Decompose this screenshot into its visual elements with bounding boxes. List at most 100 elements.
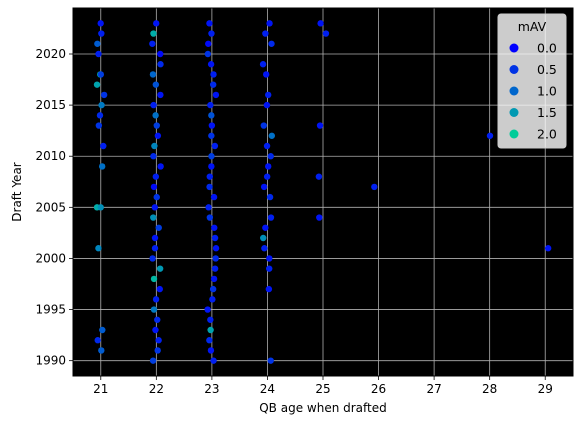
data-point [261, 245, 268, 252]
x-tick-label: 21 [93, 382, 108, 396]
data-point [149, 71, 157, 78]
data-point [486, 132, 494, 139]
data-point [94, 40, 101, 47]
data-point [98, 30, 105, 37]
data-point [96, 112, 104, 119]
data-point [208, 163, 215, 170]
data-point [206, 183, 213, 191]
data-point [266, 265, 273, 272]
legend-marker [509, 86, 519, 96]
data-point [268, 132, 276, 139]
data-point [208, 132, 215, 139]
data-point [150, 183, 158, 191]
data-point [153, 20, 160, 27]
legend-marker [509, 43, 519, 53]
data-point [212, 91, 220, 99]
y-tick-label: 2015 [35, 98, 66, 112]
legend-marker [509, 129, 519, 139]
data-point [211, 234, 219, 242]
data-point [204, 50, 212, 58]
data-point [371, 183, 378, 191]
data-point [157, 50, 164, 58]
data-point [149, 40, 156, 47]
data-point [157, 163, 164, 170]
data-point [157, 91, 164, 99]
legend-title: mAV [518, 19, 547, 34]
data-point [205, 40, 212, 47]
data-point [208, 153, 215, 160]
data-point [263, 173, 271, 180]
data-point [152, 173, 160, 180]
grid-lines [73, 8, 573, 376]
data-point [150, 214, 157, 221]
data-point [262, 30, 269, 37]
data-point [266, 20, 273, 27]
data-point [206, 337, 213, 344]
x-tick-label: 29 [538, 382, 553, 396]
legend-label: 0.5 [537, 62, 557, 77]
data-point [152, 81, 160, 88]
x-axis-label: QB age when drafted [259, 401, 387, 415]
data-point [209, 285, 217, 293]
data-point [150, 101, 157, 109]
y-tick-label: 1990 [35, 354, 66, 368]
data-point [212, 245, 220, 252]
data-point [149, 357, 157, 364]
data-point [151, 245, 159, 252]
data-point [265, 163, 272, 170]
data-point [98, 163, 106, 170]
x-tick-label: 24 [260, 382, 275, 396]
data-point [316, 122, 324, 129]
data-point [209, 296, 216, 303]
data-point [322, 30, 330, 37]
y-tick-label: 2010 [35, 149, 66, 163]
data-point [153, 193, 160, 201]
data-point [151, 234, 159, 242]
data-point [208, 112, 215, 119]
data-point [150, 30, 157, 37]
data-point [209, 81, 217, 88]
data-point [211, 142, 219, 150]
data-point [211, 224, 218, 231]
data-point [156, 265, 164, 272]
data-point [151, 204, 159, 211]
legend: mAV 0.0 0.5 1.0 1.5 2.0 [497, 13, 567, 149]
legend-marker [509, 108, 519, 117]
data-point [210, 193, 218, 201]
data-point [265, 285, 273, 293]
y-tick-label: 2000 [35, 251, 66, 265]
data-point [97, 71, 105, 78]
data-point [260, 183, 268, 191]
data-point [100, 142, 107, 150]
data-point [259, 61, 267, 68]
axes: 21 22 23 24 25 26 27 28 29 1990 1995 2000 2005 2010 20… [35, 7, 574, 396]
data-point [206, 214, 214, 221]
data-point [100, 91, 108, 99]
data-point [155, 337, 162, 344]
data-point [207, 61, 215, 68]
data-point [265, 91, 272, 99]
data-point [94, 337, 101, 344]
data-point [152, 296, 160, 303]
data-point [154, 316, 161, 323]
data-point [156, 285, 163, 293]
data-point [267, 214, 275, 221]
data-point [152, 112, 159, 119]
data-point [98, 347, 105, 354]
y-tick-label: 2020 [35, 47, 66, 61]
data-point [150, 306, 158, 313]
legend-label: 1.5 [537, 105, 557, 120]
data-point [267, 357, 274, 364]
data-point [266, 193, 274, 201]
x-tick-label: 23 [204, 382, 219, 396]
data-point [260, 234, 267, 242]
data-point [263, 142, 271, 150]
data-point [260, 122, 267, 129]
data-point [544, 245, 552, 252]
data-point [316, 214, 323, 221]
data-point [95, 50, 102, 58]
y-tick-label: 1995 [35, 303, 66, 317]
data-point [208, 30, 215, 37]
data-point [207, 316, 214, 323]
y-tick-label: 2005 [35, 200, 66, 214]
